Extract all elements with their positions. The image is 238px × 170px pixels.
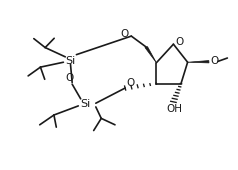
Polygon shape [145, 47, 156, 63]
Text: O: O [210, 56, 218, 66]
Polygon shape [188, 61, 209, 63]
Text: O: O [176, 37, 184, 47]
Text: O: O [120, 29, 128, 39]
Text: O: O [65, 73, 74, 83]
Text: Si: Si [81, 99, 91, 109]
Text: O: O [126, 78, 134, 88]
Text: Si: Si [65, 56, 76, 66]
Text: OH: OH [167, 104, 183, 114]
